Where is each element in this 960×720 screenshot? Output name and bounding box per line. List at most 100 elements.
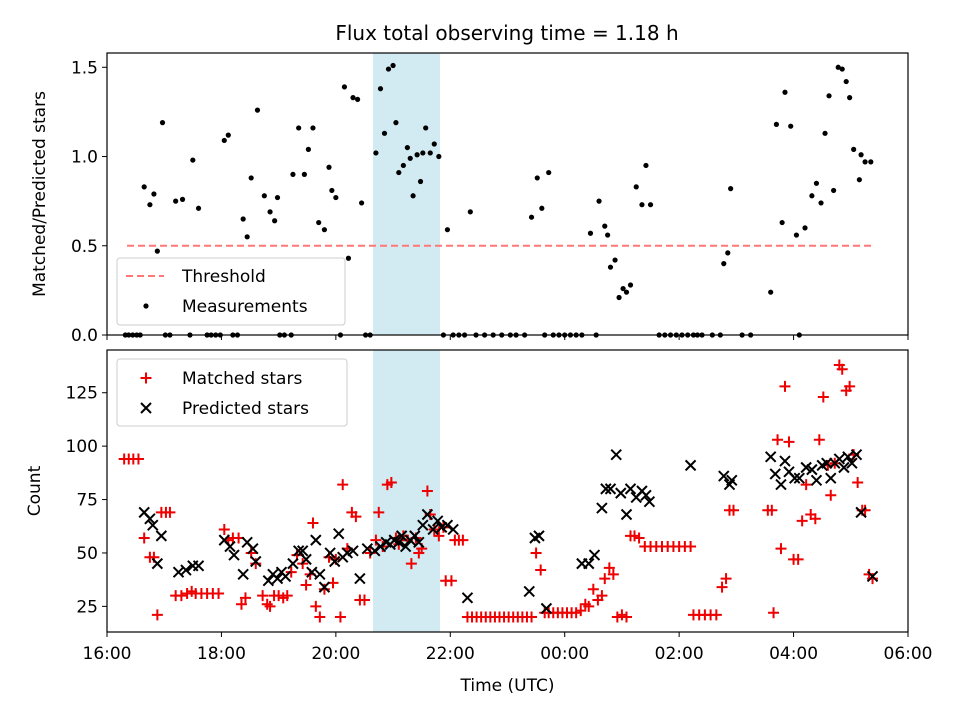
predicted-star-point — [354, 572, 366, 585]
matched-star-point — [213, 588, 225, 600]
predicted-star-point — [842, 451, 854, 463]
matched-star-point — [621, 611, 633, 623]
predicted-star-point — [374, 540, 387, 553]
matched-star-point — [852, 476, 864, 488]
predicted-star-point — [610, 448, 622, 461]
measurement-point — [831, 187, 837, 194]
measurement-point — [813, 180, 820, 186]
matched-star-point — [596, 590, 608, 602]
measurement-point — [420, 150, 426, 156]
measurement-point — [467, 209, 473, 215]
measurement-point — [254, 107, 261, 113]
matched-star-point — [716, 581, 728, 593]
time-x-tick-label: 16:00 — [83, 644, 132, 664]
matched-star-point — [685, 541, 697, 553]
measurement-point — [431, 141, 437, 147]
predicted-star-point — [769, 468, 781, 480]
predicted-star-point — [447, 523, 459, 536]
measurement-point — [305, 146, 311, 152]
predicted-star-point — [461, 592, 474, 604]
legend-predicted-marker — [140, 402, 152, 414]
measurement-point — [818, 200, 824, 206]
measurement-point — [316, 219, 322, 226]
matched-star-point — [437, 521, 449, 533]
measurement-point — [423, 125, 429, 131]
matched-star-point — [817, 391, 829, 403]
measurement-point — [410, 193, 416, 199]
predicted-star-point — [855, 506, 867, 519]
measurement-point — [868, 159, 874, 165]
predicted-star-point — [643, 495, 656, 508]
predicted-star-point — [417, 519, 429, 531]
predicted-star-point — [329, 555, 341, 568]
matched-star-point — [809, 513, 821, 525]
measurement-point — [151, 191, 157, 197]
time-x-tick-label: 04:00 — [769, 644, 818, 664]
observing-window-span — [373, 53, 440, 335]
measurement-point — [779, 219, 785, 226]
measurement-point — [444, 227, 451, 233]
matched-star-point — [720, 573, 732, 585]
measurement-point — [350, 95, 356, 101]
ratio-y-tick-label: 0.0 — [71, 326, 98, 346]
measurement-point — [802, 225, 808, 231]
time-x-tick-label: 02:00 — [655, 644, 704, 664]
count-y-axis: 25 50 75 100 125 — [66, 384, 107, 617]
measurement-point — [345, 255, 352, 261]
matched-star-point — [530, 547, 542, 559]
measurement-point — [414, 152, 420, 158]
predicted-star-point — [395, 530, 408, 542]
predicted-star-point — [247, 542, 259, 555]
ratio-y-tick-label: 1.0 — [71, 148, 98, 168]
measurement-point — [407, 155, 413, 161]
ratio-legend-box — [116, 257, 346, 326]
predicted-star-point — [262, 575, 275, 587]
predicted-star-point — [596, 502, 608, 514]
predicted-star-point — [775, 478, 787, 491]
measurement-point — [326, 164, 332, 170]
measurement-point — [843, 78, 849, 85]
predicted-star-point — [846, 457, 858, 469]
count-legend: Matched stars Predicted stars — [116, 358, 348, 427]
measurement-point — [221, 137, 227, 144]
legend-predicted-label: Predicted stars — [182, 399, 309, 419]
measurement-point — [321, 227, 328, 233]
matched-star-point — [370, 534, 382, 546]
matched-star-point — [583, 600, 595, 612]
predicted-star-point — [726, 474, 738, 487]
predicted-star-point — [533, 530, 545, 542]
matched-star-point — [813, 434, 825, 446]
matched-star-point — [783, 436, 795, 448]
count-y-tick-label: 125 — [66, 384, 98, 404]
matched-star-point — [373, 506, 385, 518]
matched-star-point — [151, 609, 163, 621]
predicted-stars-points — [138, 448, 879, 615]
measurement-point — [373, 150, 379, 156]
predicted-star-point — [151, 557, 164, 570]
matched-star-point — [526, 611, 538, 623]
measurement-point — [296, 125, 302, 131]
measurement-point — [225, 132, 231, 138]
matched-star-point — [836, 363, 848, 375]
measurement-point — [633, 184, 639, 190]
measurement-point — [141, 184, 147, 190]
matched-star-point — [132, 453, 144, 465]
predicted-star-point — [271, 572, 284, 585]
ratio-axes-frame — [106, 52, 909, 336]
matched-star-point — [358, 594, 370, 606]
matched-star-point — [867, 573, 879, 585]
measurement-point — [728, 186, 734, 192]
matched-star-point — [433, 530, 445, 542]
measurement-point — [272, 218, 278, 224]
legend-measurements-swatch — [143, 303, 149, 309]
matched-star-point — [310, 600, 322, 612]
matched-star-point — [859, 504, 871, 516]
predicted-star-point — [144, 513, 156, 525]
predicted-star-point — [779, 455, 791, 467]
count-y-tick-label: 25 — [76, 597, 98, 617]
measurement-point — [612, 257, 618, 263]
measurement-point — [534, 175, 540, 181]
measurement-point — [400, 162, 406, 169]
measurement-point — [602, 223, 608, 229]
matched-star-point — [218, 523, 230, 535]
